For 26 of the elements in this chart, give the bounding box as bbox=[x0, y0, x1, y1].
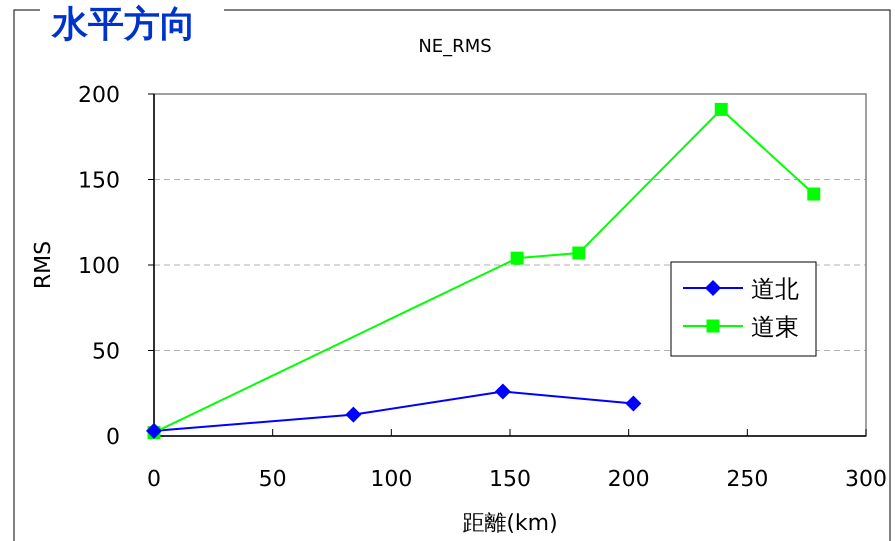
point bbox=[510, 252, 524, 265]
x-tick-label: 250 bbox=[726, 467, 768, 492]
point bbox=[714, 102, 728, 116]
y-tick-label: 0 bbox=[106, 425, 120, 450]
x-tick-label: 200 bbox=[608, 467, 650, 492]
point bbox=[345, 406, 362, 423]
point bbox=[494, 384, 511, 400]
chart-title: 水平方向 bbox=[51, 4, 196, 45]
legend-label: 道東 bbox=[751, 313, 799, 341]
x-tick-label: 150 bbox=[489, 467, 531, 492]
y-tick-label: 200 bbox=[78, 83, 120, 108]
x-axis-title: 距離(km) bbox=[462, 511, 558, 536]
point bbox=[572, 246, 586, 260]
point bbox=[146, 422, 162, 439]
chart-subtitle: NE_RMS bbox=[418, 36, 492, 57]
x-tick-label: 100 bbox=[370, 467, 412, 492]
y-tick-label: 100 bbox=[78, 254, 120, 279]
x-tick-label: 0 bbox=[147, 467, 161, 492]
x-tick-label: 50 bbox=[258, 467, 287, 492]
point bbox=[625, 396, 642, 412]
point bbox=[807, 188, 820, 201]
y-tick-label: 150 bbox=[78, 168, 120, 194]
y-tick-label: 50 bbox=[92, 340, 120, 364]
x-tick-label: 300 bbox=[845, 467, 887, 492]
y-axis-title: RMS bbox=[31, 240, 56, 290]
legend-label: 道北 bbox=[751, 275, 799, 303]
